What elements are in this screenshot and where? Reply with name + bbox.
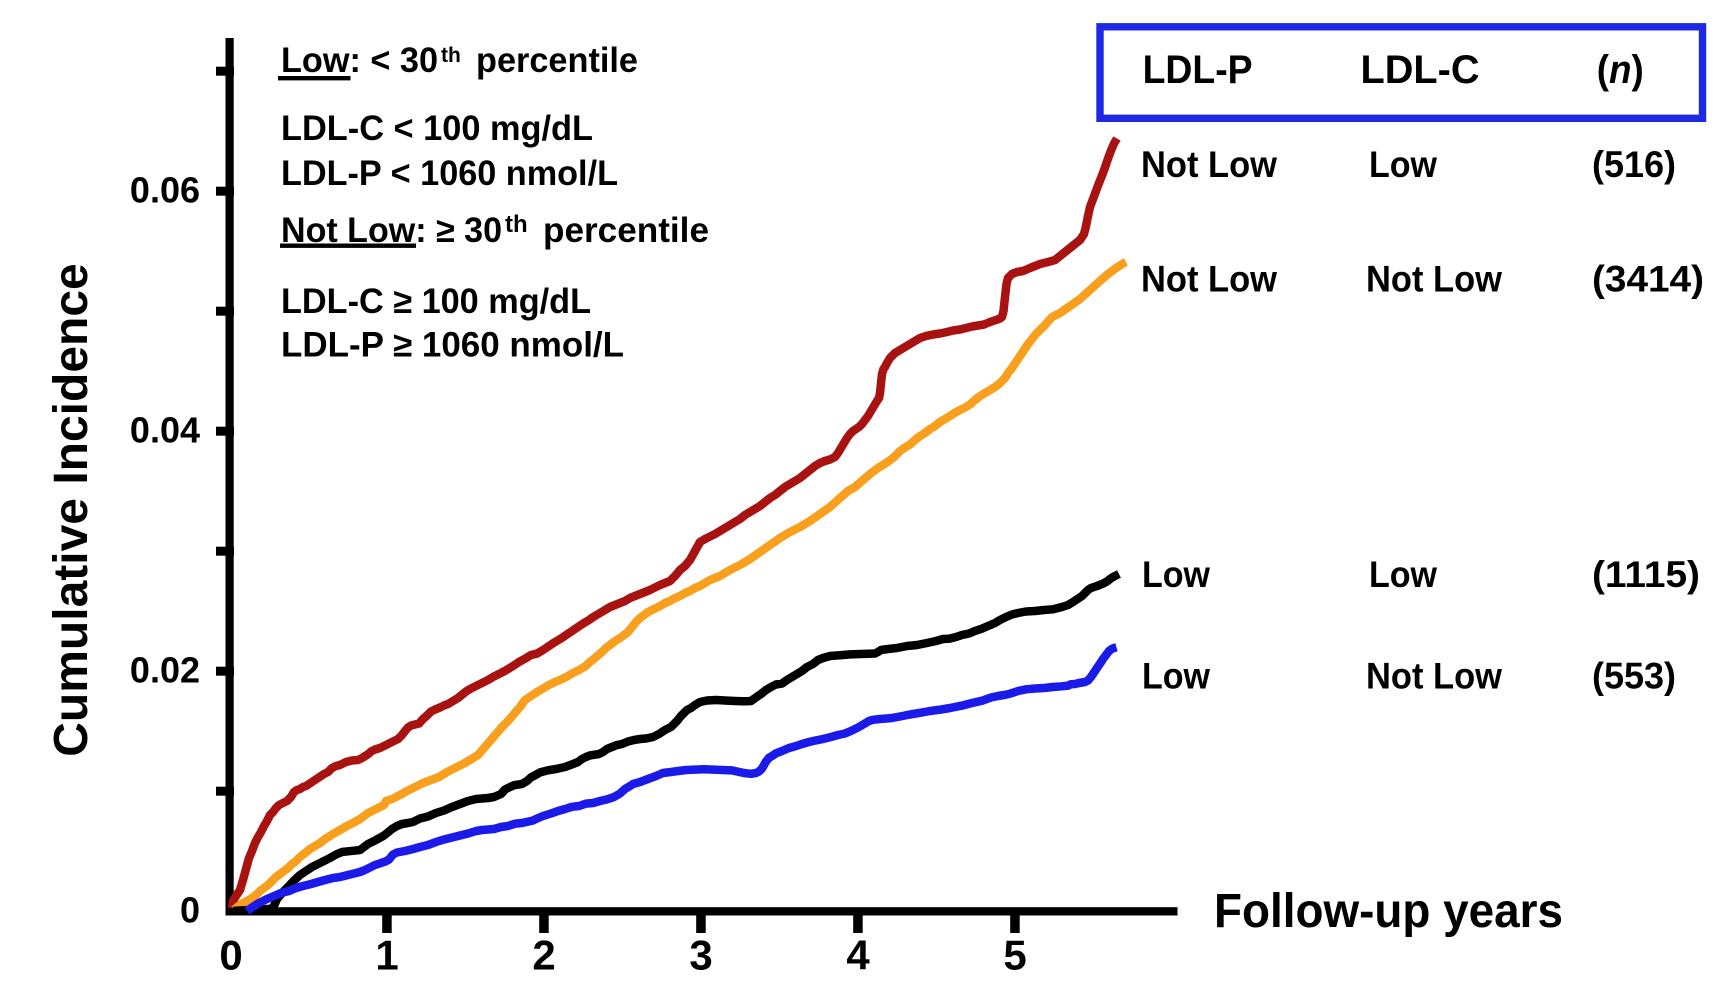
svg-text:5: 5 bbox=[1003, 932, 1026, 979]
svg-text:th: th bbox=[505, 211, 528, 238]
svg-text:Low: < 30: Low: < 30 bbox=[281, 41, 438, 80]
svg-text:Low: Low bbox=[1142, 656, 1210, 697]
svg-text:0: 0 bbox=[219, 932, 242, 979]
svg-text:4: 4 bbox=[846, 932, 870, 979]
svg-text:percentile: percentile bbox=[543, 211, 709, 250]
svg-text:(n): (n) bbox=[1597, 48, 1644, 92]
svg-text:Not Low: Not Low bbox=[1141, 259, 1277, 300]
svg-text:Low: Low bbox=[1142, 554, 1210, 595]
svg-text:3: 3 bbox=[689, 932, 712, 979]
svg-text:(3414): (3414) bbox=[1592, 259, 1704, 300]
svg-text:0: 0 bbox=[180, 890, 200, 931]
svg-text:2: 2 bbox=[532, 932, 555, 979]
svg-text:Low: Low bbox=[1369, 554, 1437, 595]
svg-text:1: 1 bbox=[375, 932, 398, 979]
svg-text:Low: Low bbox=[1369, 144, 1437, 185]
svg-text:(516): (516) bbox=[1592, 144, 1676, 185]
svg-text:Follow-up years: Follow-up years bbox=[1214, 885, 1563, 938]
svg-text:LDL-C ≥ 100 mg/dL: LDL-C ≥ 100 mg/dL bbox=[281, 282, 591, 321]
svg-text:0.04: 0.04 bbox=[130, 410, 200, 451]
svg-text:LDL-C < 100 mg/dL: LDL-C < 100 mg/dL bbox=[281, 109, 593, 148]
svg-text:Not Low: Not Low bbox=[1141, 144, 1277, 185]
svg-text:Cumulative Incidence: Cumulative Incidence bbox=[45, 263, 98, 756]
svg-text:(553): (553) bbox=[1592, 656, 1676, 697]
svg-text:LDL-P: LDL-P bbox=[1143, 48, 1253, 92]
svg-text:percentile: percentile bbox=[476, 41, 638, 80]
svg-text:LDL-P ≥ 1060 nmol/L: LDL-P ≥ 1060 nmol/L bbox=[281, 326, 624, 365]
svg-text:0.02: 0.02 bbox=[130, 650, 200, 691]
svg-text:(1115): (1115) bbox=[1592, 554, 1700, 595]
svg-text:Not Low: Not Low bbox=[1366, 656, 1502, 697]
svg-text:LDL-C: LDL-C bbox=[1361, 48, 1480, 92]
svg-text:Not Low: Not Low bbox=[1366, 259, 1502, 300]
svg-text:LDL-P < 1060 nmol/L: LDL-P < 1060 nmol/L bbox=[281, 154, 618, 193]
svg-text:th: th bbox=[441, 44, 461, 67]
svg-text:0.06: 0.06 bbox=[130, 170, 200, 211]
